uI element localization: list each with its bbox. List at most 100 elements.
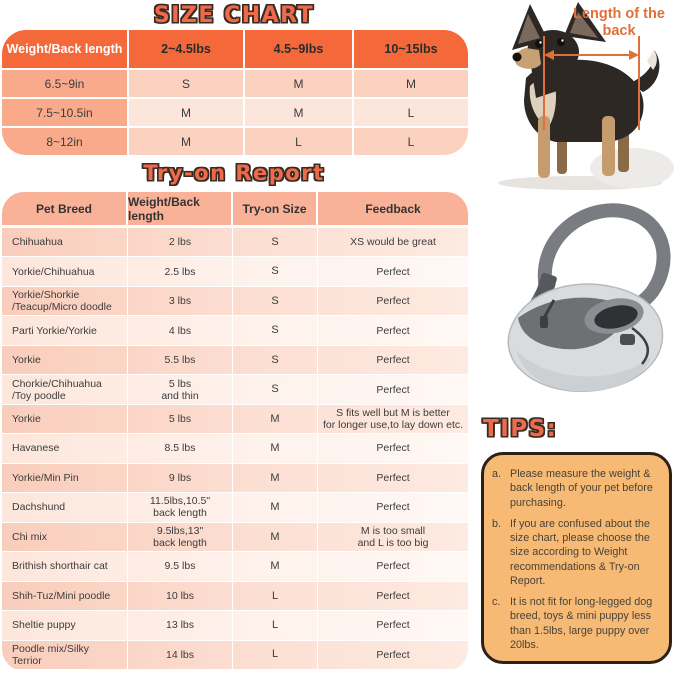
feedback-cell: Perfect bbox=[376, 560, 410, 573]
pet-breed-cell: Havanese bbox=[2, 434, 128, 463]
table-row: Shih-Tuz/Mini poodle 10 lbs L Perfect bbox=[2, 580, 468, 611]
header-cell-weight-range-1: 2~4.5lbs bbox=[129, 30, 245, 68]
table-row: Chorkie/Chihuahua /Toy poodle 5 lbs and … bbox=[2, 374, 468, 404]
feedback-cell: M is too small and L is too big bbox=[357, 524, 429, 549]
weight-cell: 2 lbs bbox=[128, 228, 233, 257]
tip-marker: b. bbox=[492, 517, 502, 530]
feedback-cell: S fits well but M is better for longer u… bbox=[322, 406, 464, 432]
feedback-cell: Perfect bbox=[376, 589, 410, 602]
tryon-size-cell: M bbox=[233, 522, 318, 552]
weight-cell: 13 lbs bbox=[128, 611, 233, 640]
table-row: Chihuahua 2 lbs S XS would be great bbox=[2, 227, 468, 257]
weight-cell: 4 lbs bbox=[128, 316, 233, 345]
table-row: Parti Yorkie/Yorkie 4 lbs S Perfect bbox=[2, 315, 468, 345]
tryon-size-cell: S bbox=[233, 257, 318, 286]
tryon-size-cell: M bbox=[233, 552, 318, 581]
header-cell-weight-back-length: Weight/Back length bbox=[128, 192, 233, 225]
tryon-report-table: Pet Breed Weight/Back length Try-on Size… bbox=[2, 192, 468, 671]
table-row: Yorkie/Min Pin 9 lbs M Perfect bbox=[2, 462, 468, 493]
back-length-label: 8~12in bbox=[2, 128, 129, 155]
pet-breed-cell: Brithish shorthair cat bbox=[2, 552, 128, 581]
header-cell-feedback: Feedback bbox=[365, 201, 421, 216]
tryon-header-row: Pet Breed Weight/Back length Try-on Size… bbox=[2, 192, 468, 227]
dog-leg bbox=[602, 116, 615, 176]
chihuahua-illustration bbox=[498, 2, 674, 190]
back-length-annotation: Length of the back bbox=[573, 6, 665, 40]
tryon-size-cell: S bbox=[233, 375, 318, 404]
pet-breed-cell: Yorkie/Min Pin bbox=[2, 463, 128, 493]
tip-text: It is not fit for long-legged dog breed,… bbox=[510, 596, 653, 651]
dog-eye bbox=[535, 40, 543, 48]
tryon-report-title: Try-on Report bbox=[143, 161, 325, 185]
tip-text: Please measure the weight & back length … bbox=[510, 468, 653, 509]
tryon-size-cell: L bbox=[233, 611, 318, 640]
pet-breed-cell: Yorkie/Chihuahua bbox=[2, 257, 128, 286]
pet-breed-cell: Shih-Tuz/Mini poodle bbox=[2, 581, 128, 611]
arrow-head-right-icon bbox=[629, 50, 639, 60]
size-chart-row: 6.5~9in S M M bbox=[2, 68, 468, 97]
size-value: L bbox=[354, 128, 468, 155]
back-length-label: 7.5~10.5in bbox=[2, 99, 129, 126]
weight-cell: 14 lbs bbox=[128, 640, 233, 669]
tips-title: TIPS: bbox=[483, 416, 558, 442]
size-value: L bbox=[354, 99, 468, 126]
weight-cell: 5 lbs and thin bbox=[128, 375, 233, 404]
table-row: Sheltie puppy 13 lbs L Perfect bbox=[2, 610, 468, 640]
weight-cell: 5 lbs bbox=[128, 404, 233, 434]
tip-marker: a. bbox=[492, 468, 502, 480]
tryon-size-cell: M bbox=[233, 493, 318, 522]
tryon-size-cell: M bbox=[233, 404, 318, 434]
size-chart-row: 8~12in M L L bbox=[2, 126, 468, 155]
table-row: Havanese 8.5 lbs M Perfect bbox=[2, 433, 468, 463]
pet-breed-cell: Chi mix bbox=[2, 522, 128, 552]
feedback-cell: XS would be great bbox=[350, 236, 436, 249]
weight-cell: 11.5lbs,10.5" back length bbox=[128, 493, 233, 522]
pet-breed-cell: Sheltie puppy bbox=[2, 611, 128, 640]
dog-muzzle bbox=[515, 48, 541, 69]
table-row: Brithish shorthair cat 9.5 lbs M Perfect bbox=[2, 551, 468, 581]
size-value: L bbox=[245, 128, 354, 155]
size-chart-row: 7.5~10.5in M M L bbox=[2, 97, 468, 126]
tips-box: a. Please measure the weight & back leng… bbox=[481, 452, 672, 664]
tryon-size-cell: L bbox=[233, 640, 318, 669]
feedback-cell: Perfect bbox=[376, 383, 410, 396]
pet-breed-cell: Chihuahua bbox=[2, 228, 128, 257]
feedback-cell: Perfect bbox=[376, 354, 410, 367]
weight-cell: 8.5 lbs bbox=[128, 434, 233, 463]
tip-item: b. If you are confused about the size ch… bbox=[492, 517, 661, 588]
arrow-head-left-icon bbox=[544, 50, 554, 60]
dog-tail bbox=[630, 50, 660, 92]
cord-toggle bbox=[620, 334, 635, 345]
feedback-cell: Perfect bbox=[376, 265, 410, 278]
sling-bag-illustration bbox=[507, 203, 671, 393]
table-row: Chi mix 9.5lbs,13" back length M M is to… bbox=[2, 521, 468, 552]
size-value: M bbox=[245, 70, 354, 97]
tryon-size-cell: M bbox=[233, 463, 318, 493]
tryon-size-cell: L bbox=[233, 581, 318, 611]
tryon-size-cell: S bbox=[233, 228, 318, 257]
dog-nose bbox=[512, 52, 522, 62]
tryon-size-cell: S bbox=[233, 345, 318, 375]
size-value: M bbox=[129, 99, 245, 126]
weight-cell: 9.5lbs,13" back length bbox=[128, 522, 233, 552]
zipper-pull bbox=[542, 299, 556, 319]
tryon-size-cell: S bbox=[233, 286, 318, 316]
weight-cell: 10 lbs bbox=[128, 581, 233, 611]
header-cell-weight-back-length: Weight/Back length bbox=[2, 30, 129, 68]
size-value: M bbox=[129, 128, 245, 155]
pet-breed-cell: Chorkie/Chihuahua /Toy poodle bbox=[2, 375, 128, 404]
feedback-cell: Perfect bbox=[376, 501, 410, 514]
tryon-size-cell: S bbox=[233, 316, 318, 345]
header-cell-weight-range-2: 4.5~9lbs bbox=[245, 30, 354, 68]
pet-breed-cell: Yorkie/Shorkie /Teacup/Micro doodle bbox=[2, 286, 128, 316]
feedback-cell: Perfect bbox=[376, 442, 410, 455]
pet-breed-cell: Yorkie bbox=[2, 345, 128, 375]
table-row: Dachshund 11.5lbs,10.5" back length M Pe… bbox=[2, 492, 468, 522]
weight-cell: 9.5 lbs bbox=[128, 552, 233, 581]
feedback-cell: Perfect bbox=[376, 648, 410, 661]
size-value: M bbox=[245, 99, 354, 126]
size-value: M bbox=[354, 70, 468, 97]
dog-measurement-figure bbox=[460, 0, 679, 192]
weight-cell: 9 lbs bbox=[128, 463, 233, 493]
